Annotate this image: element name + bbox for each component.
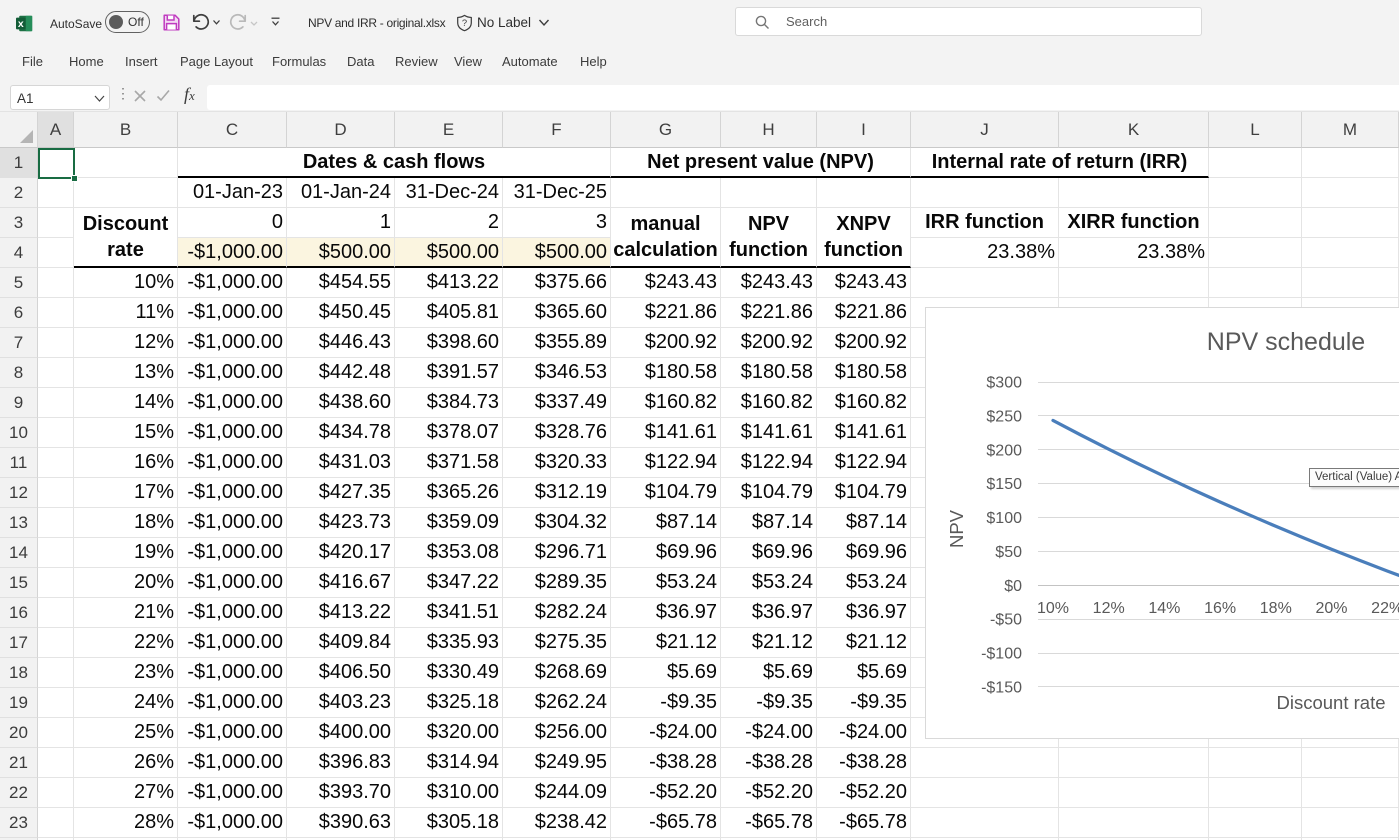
svg-text:$300: $300 <box>986 375 1022 392</box>
svg-text:-$50: -$50 <box>990 612 1022 629</box>
svg-text:x: x <box>18 18 24 30</box>
svg-text:-$100: -$100 <box>981 646 1022 663</box>
svg-text:NPV schedule: NPV schedule <box>1207 328 1365 356</box>
svg-text:16%: 16% <box>1204 600 1236 617</box>
svg-text:Discount rate: Discount rate <box>1277 692 1386 713</box>
svg-text:$150: $150 <box>986 476 1022 493</box>
svg-text:$0: $0 <box>1004 578 1022 595</box>
svg-text:$100: $100 <box>986 510 1022 527</box>
svg-text:$200: $200 <box>986 442 1022 459</box>
svg-text:?: ? <box>462 18 467 29</box>
svg-text:14%: 14% <box>1148 600 1180 617</box>
svg-text:20%: 20% <box>1315 600 1347 617</box>
svg-text:NPV: NPV <box>946 509 967 548</box>
svg-text:12%: 12% <box>1093 600 1125 617</box>
svg-text:18%: 18% <box>1260 600 1292 617</box>
svg-text:-$150: -$150 <box>981 679 1022 696</box>
svg-text:22%: 22% <box>1371 600 1399 617</box>
svg-text:$250: $250 <box>986 408 1022 425</box>
svg-text:$50: $50 <box>995 544 1022 561</box>
svg-text:10%: 10% <box>1037 600 1069 617</box>
